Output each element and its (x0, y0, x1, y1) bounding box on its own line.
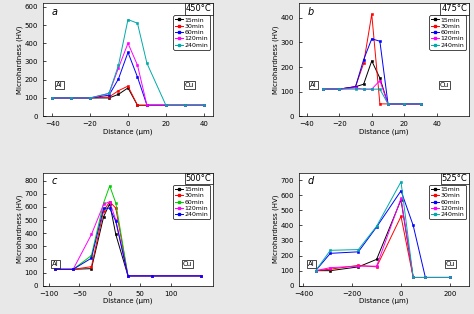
Legend: 15min, 30min, 60min, 120min, 240min: 15min, 30min, 60min, 120min, 240min (429, 185, 466, 219)
Text: Al: Al (56, 82, 63, 88)
Text: 475°C: 475°C (442, 4, 467, 13)
Text: c: c (51, 176, 56, 186)
X-axis label: Distance (μm): Distance (μm) (359, 298, 409, 305)
Legend: 15min, 30min, 60min, 120min, 240min: 15min, 30min, 60min, 120min, 240min (173, 15, 210, 50)
Text: Al: Al (52, 261, 59, 267)
Text: d: d (307, 176, 313, 186)
Text: 450°C: 450°C (186, 4, 211, 13)
X-axis label: Distance (μm): Distance (μm) (359, 128, 409, 135)
Text: 500°C: 500°C (186, 174, 211, 183)
Text: b: b (307, 7, 313, 17)
Text: Cu: Cu (440, 82, 449, 88)
Text: a: a (51, 7, 57, 17)
Y-axis label: Microhardness (HV): Microhardness (HV) (273, 25, 279, 94)
X-axis label: Distance (μm): Distance (μm) (103, 298, 153, 305)
Y-axis label: Microhardness (HV): Microhardness (HV) (17, 25, 23, 94)
Text: Cu: Cu (183, 261, 192, 267)
Legend: 15min, 30min, 60min, 120min, 240min: 15min, 30min, 60min, 120min, 240min (429, 15, 466, 50)
Text: Al: Al (309, 261, 315, 267)
Text: Cu: Cu (185, 82, 194, 88)
X-axis label: Distance (μm): Distance (μm) (103, 128, 153, 135)
Y-axis label: Microhardness (HV): Microhardness (HV) (273, 195, 279, 263)
Text: Cu: Cu (446, 261, 456, 267)
Legend: 15min, 30min, 60min, 120min, 240min: 15min, 30min, 60min, 120min, 240min (173, 185, 210, 219)
Text: 525°C: 525°C (442, 174, 467, 183)
Text: Al: Al (310, 82, 317, 88)
Y-axis label: Microhardness (HV): Microhardness (HV) (17, 195, 23, 263)
